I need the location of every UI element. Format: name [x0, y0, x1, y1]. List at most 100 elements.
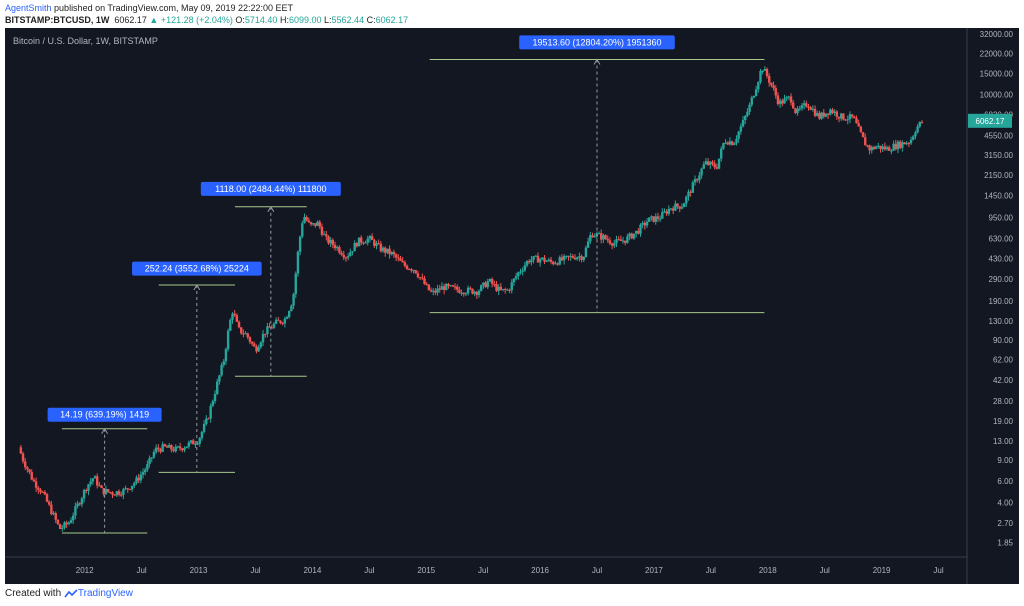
- price-change: ▲ +121.28 (+2.04%): [149, 15, 233, 25]
- candle-body: [87, 484, 90, 491]
- candle-body: [630, 233, 633, 239]
- candle-body: [885, 147, 889, 150]
- candle-body: [124, 488, 127, 490]
- candle-body: [691, 182, 695, 193]
- low-value: 5562.44: [331, 15, 365, 25]
- candle-body: [233, 313, 236, 316]
- candle-body: [456, 286, 459, 290]
- candle-body: [604, 235, 607, 239]
- candle-body: [656, 216, 660, 219]
- candle-body: [752, 95, 756, 98]
- time-axis[interactable]: 2012 Jul 2013 Jul 2014 Jul 2015 Jul 2016 Jul 2017 J…: [76, 566, 944, 575]
- open-value: 5714.40: [244, 15, 278, 25]
- candle-body: [331, 239, 335, 245]
- candle-body: [800, 105, 804, 109]
- candle-body: [305, 217, 308, 221]
- candle-body: [698, 175, 701, 181]
- candle-body: [410, 269, 413, 271]
- candle-body: [379, 243, 383, 252]
- candle-body: [842, 113, 845, 120]
- candle-body: [835, 111, 839, 117]
- chart-area[interactable]: Bitcoin / U.S. Dollar, 1W, BITSTAMP 14.1…: [5, 28, 1019, 584]
- candle-body: [117, 491, 121, 495]
- measure-arrow-icon: [101, 427, 109, 435]
- time-tick-label: 2014: [303, 566, 321, 575]
- candle-body: [135, 477, 138, 483]
- candle-body: [639, 224, 642, 234]
- candle-body: [556, 263, 559, 265]
- candle-body: [240, 327, 243, 334]
- candle-body: [702, 164, 705, 169]
- tradingview-brand-link[interactable]: TradingView: [77, 588, 133, 599]
- candle-body: [610, 243, 614, 246]
- candle-body: [384, 247, 387, 253]
- candle-body: [532, 256, 535, 260]
- price-tick-label: 290.00: [989, 275, 1014, 284]
- candle-body: [442, 286, 446, 291]
- candle-body: [458, 289, 461, 293]
- candle-body: [34, 481, 38, 488]
- candle-body: [65, 522, 68, 525]
- candle-body: [222, 361, 225, 366]
- price-tick-label: 2.70: [997, 519, 1013, 528]
- price-chart[interactable]: Bitcoin / U.S. Dollar, 1W, BITSTAMP 14.1…: [5, 28, 1019, 584]
- price-tick-label: 28.00: [993, 397, 1014, 406]
- candle-body: [501, 289, 505, 291]
- candle-body: [418, 277, 422, 279]
- candle-body: [159, 449, 162, 452]
- candle-body: [412, 270, 415, 272]
- candle-body: [525, 261, 529, 266]
- candle-body: [789, 96, 793, 103]
- candle-body: [840, 113, 843, 119]
- candle-body: [98, 485, 101, 487]
- candle-body: [292, 294, 295, 306]
- candle-body: [864, 137, 867, 146]
- candle-body: [277, 319, 280, 321]
- candle-body: [506, 289, 509, 291]
- time-tick-label: Jul: [136, 566, 146, 575]
- candle-body: [106, 489, 110, 492]
- candle-body: [434, 290, 437, 293]
- candle-body: [172, 449, 175, 452]
- candle-body: [613, 243, 616, 246]
- candle-body: [584, 247, 588, 257]
- candle-body: [650, 216, 653, 218]
- candle-body: [573, 257, 577, 260]
- candle-body: [349, 252, 352, 257]
- candle-body: [689, 191, 692, 193]
- candle-body: [486, 281, 489, 288]
- candle-body: [394, 254, 398, 258]
- candle-body: [432, 290, 435, 292]
- candle-body: [552, 261, 555, 264]
- candle-body: [567, 255, 570, 257]
- candle-body: [314, 223, 317, 226]
- candle-body: [674, 203, 677, 211]
- candle-body: [739, 126, 743, 132]
- candle-body: [866, 145, 869, 147]
- candle-body: [28, 469, 31, 473]
- time-tick-label: Jul: [592, 566, 602, 575]
- candle-body: [198, 438, 201, 444]
- candle-body: [130, 485, 134, 490]
- candle-body: [920, 121, 924, 123]
- published-text: published on TradingView.com, May 09, 20…: [54, 3, 294, 13]
- candle-body: [818, 113, 821, 119]
- high-value: 6099.00: [288, 15, 322, 25]
- candle-body: [37, 487, 40, 490]
- candle-body: [855, 118, 858, 124]
- candle-body: [270, 327, 273, 329]
- candle-body: [805, 103, 808, 107]
- candle-body: [783, 98, 786, 104]
- price-tag-text: 6062.17: [976, 117, 1005, 126]
- candle-body: [296, 251, 300, 274]
- author-link[interactable]: AgentSmith: [5, 3, 52, 13]
- candle-body: [113, 494, 116, 496]
- candle-body: [726, 142, 729, 145]
- time-tick-label: 2019: [873, 566, 891, 575]
- candle-body: [288, 310, 291, 318]
- candle-body: [757, 82, 760, 90]
- candle-body: [466, 287, 470, 294]
- candle-body: [161, 444, 164, 452]
- candle-body: [329, 239, 332, 244]
- candle-body: [497, 286, 500, 291]
